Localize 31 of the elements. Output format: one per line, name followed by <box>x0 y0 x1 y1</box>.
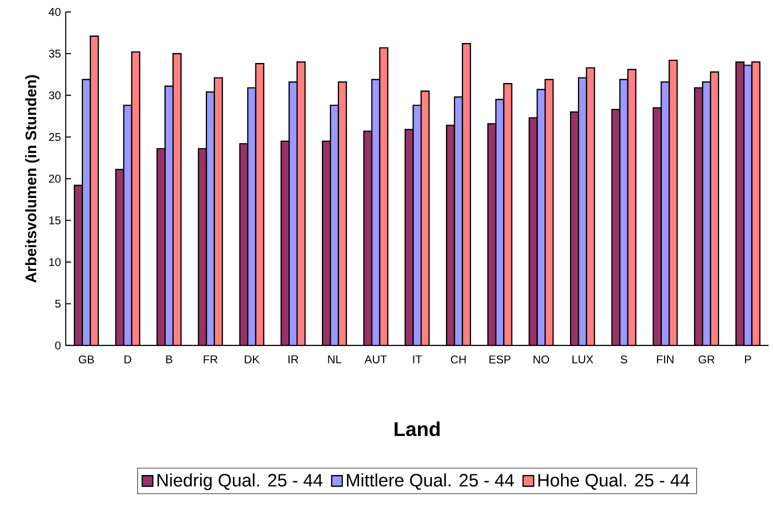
x-tick-label: IR <box>288 356 298 364</box>
x-tick-label: FIN <box>657 356 674 364</box>
x-tick-label: DK <box>244 356 260 364</box>
y-tick-label: 30 <box>48 91 61 100</box>
y-tick-label: 35 <box>48 50 61 58</box>
x-tick-label: B <box>166 356 172 364</box>
x-tick-label: LUX <box>572 356 594 364</box>
x-tick-label: NL <box>328 356 342 364</box>
x-tick-label: NO <box>534 356 550 364</box>
y-tick-label: 5 <box>55 300 61 308</box>
y-tick-label: 25 <box>49 133 61 142</box>
x-axis-title: Land <box>394 422 440 436</box>
x-tick-label: GR <box>698 356 714 364</box>
legend-label: Mittlere Qual. 25 - 44 <box>346 474 514 490</box>
x-tick-label: D <box>124 356 132 364</box>
x-tick-label: ESP <box>489 356 511 364</box>
x-tick-label: P <box>745 356 752 364</box>
x-tick-label: FR <box>204 356 218 364</box>
y-tick-label: 20 <box>49 174 61 183</box>
x-tick-label: AUT <box>364 356 387 364</box>
y-tick-label: 40 <box>48 8 61 16</box>
x-tick-label: IT <box>413 356 422 364</box>
y-axis-title: Arbeitsvolumen (in Stunden) <box>25 75 40 283</box>
y-tick-label: 10 <box>49 258 61 266</box>
y-tick-label: 0 <box>55 342 61 350</box>
legend-label: Hohe Qual. 25 - 44 <box>538 474 690 490</box>
x-tick-label: S <box>620 356 628 364</box>
legend-label: Niedrig Qual. 25 - 44 <box>158 474 323 490</box>
x-tick-label: GB <box>78 356 94 364</box>
y-tick-label: 15 <box>49 216 61 224</box>
x-tick-label: CH <box>450 356 466 364</box>
